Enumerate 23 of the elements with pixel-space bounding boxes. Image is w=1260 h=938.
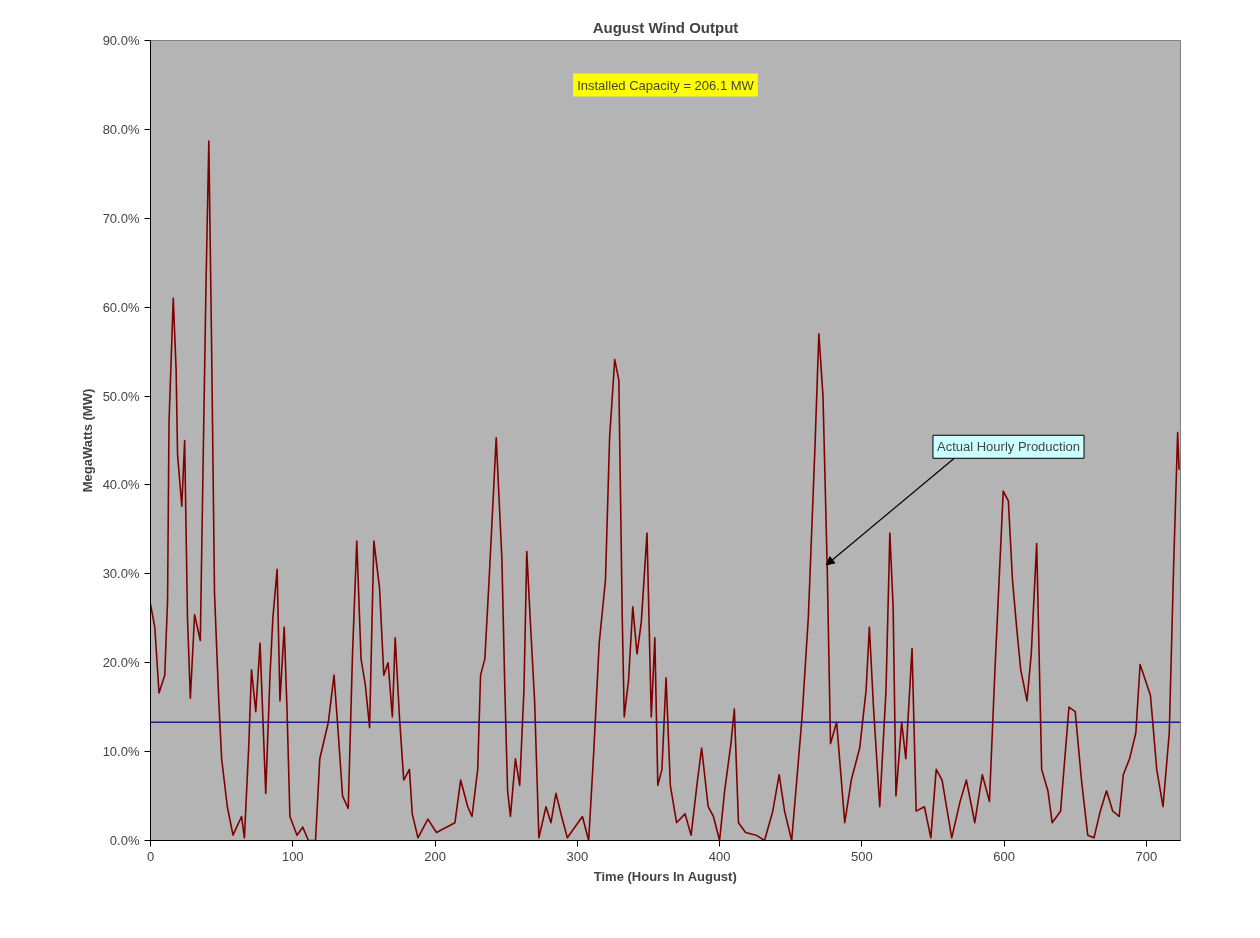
x-tick-label: 400 — [708, 848, 731, 864]
y-tick-label: 90.0% — [102, 33, 140, 48]
x-tick-label: 500 — [850, 848, 873, 864]
x-tick-label: 700 — [1135, 848, 1158, 864]
x-tick-label: 0 — [146, 848, 155, 864]
x-axis-title: Time (Hours In August) — [593, 868, 737, 884]
y-tick-label: 40.0% — [102, 477, 140, 493]
y-tick-label: 70.0% — [102, 210, 140, 226]
y-tick-label: 0.0% — [109, 833, 140, 848]
x-tick-label: 600 — [993, 848, 1015, 864]
y-tick-label: 50.0% — [102, 388, 140, 404]
annotation: Installed Capacity = 206.1 MW — [577, 77, 755, 93]
y-tick-label: 80.0% — [102, 121, 140, 137]
y-tick-label: 20.0% — [102, 655, 140, 671]
y-tick-label: 60.0% — [102, 299, 140, 315]
y-tick-label: 10.0% — [102, 744, 140, 760]
y-tick-label: 30.0% — [102, 566, 140, 582]
annotation: Actual Hourly Production — [936, 439, 1081, 455]
x-tick-label: 200 — [424, 848, 446, 864]
x-tick-label: 300 — [566, 848, 589, 864]
chart-title: August Wind Output — [592, 18, 739, 36]
y-axis-title: MegaWatts (MW) — [79, 388, 95, 493]
x-tick-label: 100 — [281, 848, 304, 864]
